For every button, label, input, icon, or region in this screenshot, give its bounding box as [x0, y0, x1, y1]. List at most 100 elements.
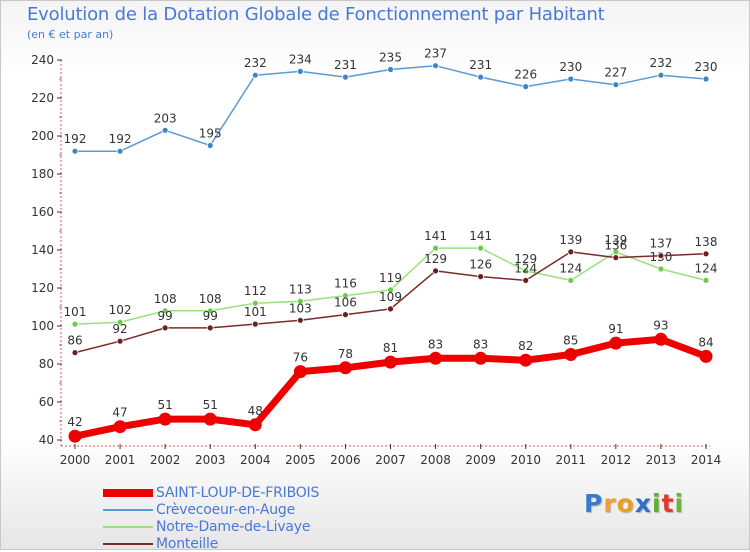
data-label: 226 — [514, 68, 537, 82]
y-tick-label: 160 — [31, 205, 54, 219]
data-label: 141 — [424, 229, 447, 243]
data-point — [296, 68, 304, 75]
data-label: 99 — [158, 309, 173, 323]
x-tick-label: 2008 — [420, 453, 451, 467]
legend-item: Notre-Dame-de-Livaye — [103, 518, 319, 535]
data-label: 47 — [112, 406, 127, 420]
data-point — [387, 286, 394, 294]
data-point — [296, 297, 304, 305]
data-point — [612, 81, 620, 89]
x-tick-label: 2009 — [465, 453, 496, 467]
data-point — [657, 265, 665, 273]
data-label: 138 — [695, 235, 718, 249]
data-point — [474, 351, 488, 365]
data-point — [68, 429, 82, 443]
data-point — [432, 244, 439, 252]
data-point — [564, 348, 578, 361]
data-point — [161, 307, 169, 315]
x-tick-label: 2002 — [150, 453, 181, 467]
legend-label: SAINT-LOUP-DE-FRIBOIS — [156, 484, 320, 501]
data-label: 129 — [514, 252, 537, 266]
data-label: 91 — [608, 322, 623, 336]
legend-swatch — [103, 542, 153, 545]
data-label: 139 — [604, 233, 627, 247]
data-point — [699, 349, 713, 363]
y-tick-label: 140 — [31, 243, 54, 257]
data-point — [71, 320, 79, 328]
data-point — [342, 73, 349, 81]
data-label: 83 — [473, 337, 488, 351]
data-point — [203, 412, 217, 426]
data-point — [522, 276, 530, 284]
data-point — [657, 71, 665, 79]
data-label: 99 — [203, 309, 218, 323]
logo-letter: t — [661, 489, 675, 518]
y-tick-label: 180 — [31, 167, 54, 181]
data-label: 108 — [199, 292, 222, 306]
data-label: 85 — [563, 334, 578, 348]
data-point — [387, 305, 394, 313]
data-point — [702, 276, 710, 284]
logo-letter: r — [603, 489, 617, 518]
data-point — [702, 75, 710, 83]
data-point — [657, 252, 665, 260]
legend-label: Notre-Dame-de-Livaye — [156, 518, 311, 535]
data-label: 101 — [244, 305, 267, 319]
data-label: 124 — [559, 261, 582, 275]
data-point — [251, 299, 259, 307]
legend-swatch — [103, 508, 153, 511]
logo-letter: o — [616, 489, 635, 518]
data-label: 42 — [67, 415, 82, 429]
data-point — [248, 418, 262, 432]
data-point — [342, 311, 349, 319]
data-label: 48 — [248, 404, 263, 418]
data-point — [161, 324, 169, 332]
logo-letter: P — [584, 489, 604, 518]
x-tick-label: 2000 — [60, 453, 91, 467]
data-label: 113 — [289, 282, 312, 296]
data-label: 227 — [604, 66, 627, 80]
data-label: 109 — [379, 290, 402, 304]
data-label: 108 — [154, 292, 177, 306]
data-label: 234 — [289, 52, 312, 66]
data-label: 195 — [199, 127, 222, 141]
data-point — [206, 142, 214, 149]
data-label: 192 — [109, 132, 132, 146]
data-point — [116, 318, 124, 326]
data-point — [702, 250, 710, 258]
data-label: 137 — [649, 237, 672, 251]
y-tick-label: 220 — [31, 91, 54, 105]
legend-swatch — [103, 525, 153, 528]
data-label: 81 — [383, 341, 398, 355]
data-point — [293, 365, 307, 379]
data-label: 237 — [424, 47, 447, 61]
x-tick-label: 2001 — [105, 453, 136, 467]
data-point — [384, 355, 397, 369]
data-point — [567, 248, 575, 256]
data-point — [522, 267, 530, 275]
data-point — [477, 273, 485, 281]
data-point — [342, 292, 349, 300]
data-label: 103 — [289, 301, 312, 315]
data-label: 192 — [64, 132, 87, 146]
chart-legend: SAINT-LOUP-DE-FRIBOIS Crèvecoeur-en-Auge N… — [103, 484, 319, 552]
data-label: 112 — [244, 284, 267, 298]
data-label: 230 — [559, 60, 582, 74]
data-point — [429, 351, 443, 365]
data-label: 119 — [379, 271, 402, 285]
y-tick-label: 60 — [39, 395, 54, 409]
x-tick-label: 2010 — [510, 453, 541, 467]
data-point — [338, 361, 352, 375]
data-point — [71, 147, 79, 155]
legend-label: Monteille — [156, 535, 219, 552]
data-point — [71, 349, 79, 357]
data-label: 203 — [154, 111, 177, 125]
data-point — [522, 83, 530, 90]
data-label: 83 — [428, 337, 443, 351]
data-point — [567, 276, 575, 284]
data-point — [432, 62, 439, 70]
data-point — [612, 254, 620, 262]
logo-letter: i — [652, 489, 662, 518]
data-point — [116, 337, 124, 345]
